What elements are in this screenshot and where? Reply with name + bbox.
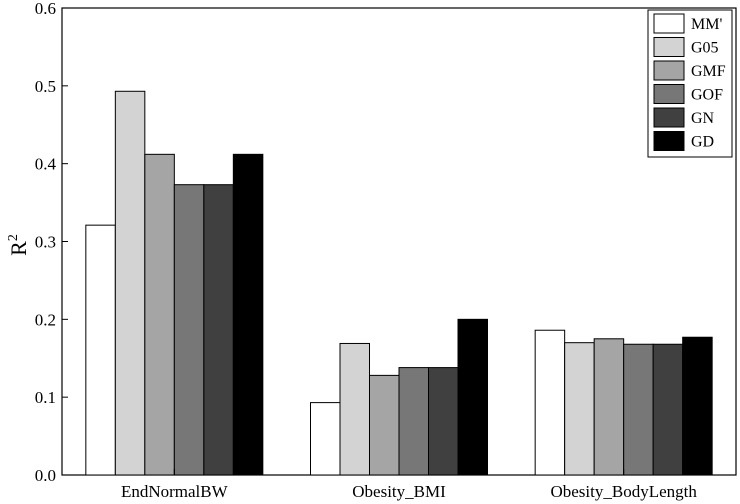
bar-g05-1 (339, 342, 370, 476)
legend-label: MM' (691, 16, 722, 33)
bar-gmf-1 (369, 374, 400, 476)
legend-swatch (653, 60, 685, 81)
legend-label: GOF (691, 87, 723, 104)
y-tick-label: 0.6 (35, 0, 56, 18)
legend: MM' G05 GMF GOF GN GD (647, 9, 733, 158)
legend-label: GN (691, 110, 715, 127)
legend-swatch (653, 107, 685, 128)
y-axis-title: R2 (6, 234, 31, 256)
y-tick-label: 0.1 (35, 388, 56, 407)
bars-group (85, 90, 713, 476)
x-category-label: Obesity_BMI (352, 482, 446, 501)
legend-label: GD (691, 134, 714, 151)
bar-gof-2 (623, 343, 654, 476)
bar-gmf-0 (144, 153, 175, 476)
y-axis: 0.0 0.1 0.2 0.3 0.4 0.5 0.6 (35, 0, 68, 485)
x-axis: EndNormalBW Obesity_BMI Obesity_BodyLength (121, 469, 697, 501)
bar-g05-2 (564, 342, 595, 476)
y-tick-label: 0.4 (35, 155, 57, 174)
bar-gof-1 (398, 367, 429, 476)
bar-mm-1 (310, 402, 341, 476)
bar-gn-2 (652, 343, 684, 476)
bar-g05-0 (114, 90, 146, 476)
y-tick-label: 0.0 (35, 466, 56, 485)
x-category-label: EndNormalBW (121, 482, 229, 501)
x-category-label: Obesity_BodyLength (550, 482, 697, 501)
bar-mm-0 (85, 224, 116, 476)
legend-label: GMF (691, 63, 726, 80)
bar-gmf-2 (593, 338, 625, 476)
bar-gof-0 (173, 184, 205, 476)
legend-label: G05 (691, 40, 719, 57)
bar-gn-1 (428, 367, 459, 476)
bar-gd-1 (457, 318, 488, 476)
bar-gn-0 (203, 184, 234, 476)
legend-swatch (653, 13, 685, 34)
y-tick-label: 0.3 (35, 233, 56, 252)
y-tick-label: 0.5 (35, 77, 56, 96)
bar-mm-2 (534, 329, 566, 476)
legend-swatch (653, 131, 685, 151)
legend-swatch (653, 84, 685, 104)
legend-swatch (653, 37, 685, 57)
y-tick-label: 0.2 (35, 310, 56, 329)
bar-gd-0 (232, 153, 264, 476)
bar-gd-2 (682, 336, 713, 476)
